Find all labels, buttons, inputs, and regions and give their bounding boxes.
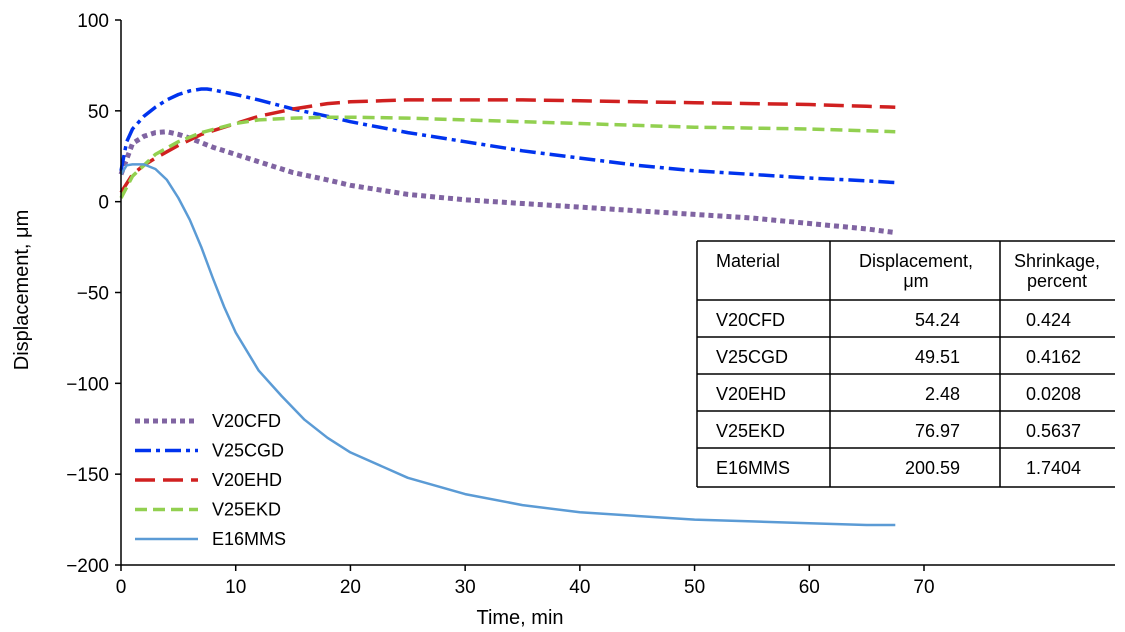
x-axis-title: Time, min [476, 607, 563, 629]
table-cell-shrinkage: 0.5637 [1026, 421, 1081, 441]
table-cell-material: V20EHD [716, 384, 786, 404]
y-tick-label: −100 [66, 374, 109, 395]
series-line-v20ehd [119, 98, 896, 194]
table-header-displacement: μm [903, 271, 928, 291]
table-header-displacement: Displacement, [859, 251, 973, 271]
table-header-material: Material [716, 251, 780, 271]
table-header-shrinkage: Shrinkage, [1014, 251, 1100, 271]
legend-label-v25ekd: V25EKD [212, 500, 281, 520]
table-cell-material: V20CFD [716, 310, 785, 330]
data-table: Material Displacement,μm Shrinkage,percent… [696, 240, 1115, 488]
table-cell-shrinkage: 0.0208 [1026, 384, 1081, 404]
table-cell-displacement: 49.51 [915, 347, 960, 367]
table-cell-shrinkage: 0.424 [1026, 310, 1071, 330]
table-header-shrinkage: percent [1027, 271, 1087, 291]
legend-label-e16mms: E16MMS [212, 529, 286, 549]
y-tick-label: −150 [66, 465, 109, 486]
series-line-v25ekd [119, 115, 896, 199]
x-tick-label: 50 [684, 577, 705, 598]
y-tick-label: −200 [66, 556, 109, 577]
table-cell-material: V25EKD [716, 421, 785, 441]
y-tick-label: 50 [88, 102, 109, 123]
table-cell-shrinkage: 1.7404 [1026, 458, 1081, 478]
x-tick-label: 60 [799, 577, 820, 598]
table-cell-displacement: 76.97 [915, 421, 960, 441]
x-tick-label: 20 [340, 577, 361, 598]
legend-label-v20cfd: V20CFD [212, 411, 281, 431]
y-tick-label: −50 [77, 284, 109, 305]
y-tick-label: 100 [77, 11, 109, 32]
table-cell-material: E16MMS [716, 458, 790, 478]
table-background [697, 241, 1115, 487]
table-cell-material: V25CGD [716, 347, 788, 367]
plot-lines [118, 87, 896, 527]
ticks: 100 50 0 −50 −100 −150 −200 0 10 20 30 40 50 60 70 [66, 11, 934, 598]
x-tick-label: 0 [116, 577, 127, 598]
y-tick-label: 0 [98, 193, 109, 214]
legend-label-v25cgd: V25CGD [212, 441, 284, 461]
x-tick-label: 40 [569, 577, 590, 598]
x-tick-label: 30 [455, 577, 476, 598]
legend-label-v20ehd: V20EHD [212, 470, 282, 490]
table-cell-displacement: 200.59 [905, 458, 960, 478]
table-cell-displacement: 2.48 [925, 384, 960, 404]
x-tick-label: 70 [913, 577, 934, 598]
series-line-v25cgd [119, 87, 896, 185]
y-axis-title: Displacement, μm [11, 210, 33, 370]
table-cell-displacement: 54.24 [915, 310, 960, 330]
series-line-v20cfd [118, 129, 896, 236]
series-line-e16mms [119, 163, 896, 527]
legend: V20CFD V25CGD V20EHD V25EKD E16MMS [135, 411, 286, 549]
x-tick-label: 10 [225, 577, 246, 598]
table-cell-shrinkage: 0.4162 [1026, 347, 1081, 367]
